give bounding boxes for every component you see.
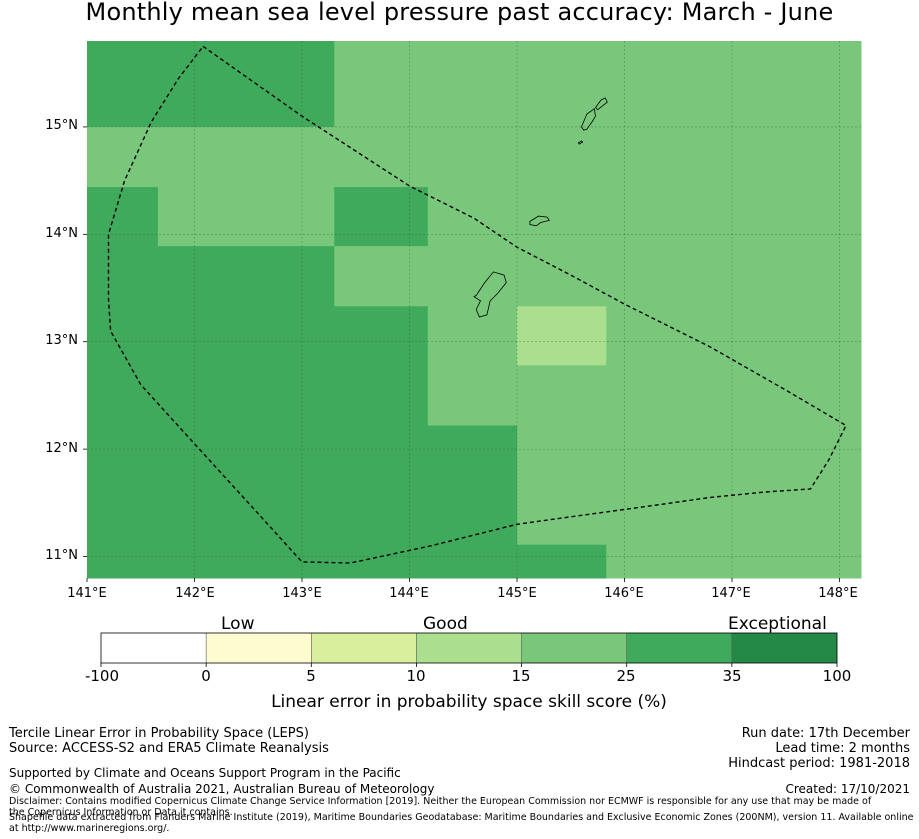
lon-label-147: 147°E [711,586,751,601]
method-text: Tercile Linear Error in Probability Spac… [9,726,309,741]
colorbar-tick-35: 35 [722,667,742,685]
colorbar-tick-15: 15 [511,667,531,685]
skill-cell-good_15_25 [334,246,862,307]
skill-cell-good_15_25 [427,365,862,426]
skill-cell-good_10_15 [517,306,607,366]
skill-cell-good_15_25 [334,41,862,128]
colorbar-segment [311,633,417,663]
skill-score-map [83,41,862,582]
skill-cell-good_25_35 [87,306,429,366]
colorbar-heading-low: Low [221,614,255,634]
lon-label-141: 141°E [67,586,107,601]
colorbar-segment [626,633,733,663]
run-date: Run date: 17th December [741,726,910,741]
lon-label-144: 144°E [389,586,429,601]
eez-boundary [107,45,847,564]
island-outline [529,215,550,227]
colorbar-tick-0: 0 [201,667,211,685]
island-outline [594,97,608,111]
lon-label-148: 148°E [818,586,858,601]
source-text: Source: ACCESS-S2 and ERA5 Climate Reana… [9,741,329,756]
colorbar-heading-exceptional: Exceptional [728,614,827,634]
shapefile-credit: Shapefile data extracted from Flanders M… [9,812,914,834]
colorbar-segment [416,633,522,663]
skill-cell-good_25_35 [87,41,335,128]
colorbar-label: Linear error in probability space skill … [271,692,667,712]
lat-label-13: 13°N [45,333,78,348]
island-outline [473,271,507,318]
colorbar-tick-25: 25 [616,667,636,685]
colorbar-segment [206,633,312,663]
skill-cell-good_25_35 [517,544,607,579]
colorbar-tick-5: 5 [306,667,316,685]
lon-label-145: 145°E [497,586,537,601]
lead-time: Lead time: 2 months [775,741,910,756]
skill-cell-good_25_35 [334,187,429,247]
disclaimer-text: Disclaimer: Contains modified Copernicus… [9,796,872,818]
colorbar-segment [101,633,207,663]
skill-cell-good_15_25 [606,544,862,579]
lat-label-14: 14°N [45,226,78,241]
lat-label-11: 11°N [45,548,78,563]
colorbar-tick-minus100: -100 [84,667,120,685]
lon-label-143: 143°E [282,586,322,601]
island-outline [577,140,584,145]
skill-cell-good_15_25 [517,425,862,546]
colorbar-frame [100,632,838,664]
lat-label-15: 15°N [45,118,78,133]
island-outline [581,107,596,131]
support-text: Supported by Climate and Oceans Support … [9,766,401,780]
chart-title: Monthly mean sea level pressure past acc… [85,0,834,26]
lon-label-142: 142°E [175,586,215,601]
lon-label-146: 146°E [604,586,644,601]
colorbar-tick-100: 100 [822,667,852,685]
skill-cell-good_25_35 [87,365,429,426]
colorbar-heading-good: Good [423,614,468,634]
copyright-text: © Commonwealth of Australia 2021, Austra… [9,782,435,796]
hindcast-period: Hindcast period: 1981-2018 [728,756,910,771]
skill-cell-good_15_25 [427,187,862,247]
skill-cell-good_15_25 [87,126,862,188]
lat-label-12: 12°N [45,441,78,456]
skill-cell-good_15_25 [427,306,518,366]
colorbar-tick-10: 10 [406,667,426,685]
skill-cell-good_15_25 [606,306,862,366]
colorbar-segment [521,633,628,663]
skill-cell-good_25_35 [87,246,335,307]
colorbar-segment [731,633,838,663]
skill-cell-good_25_35 [87,187,159,247]
created-date: Created: 17/10/2021 [785,782,910,796]
skill-cell-good_15_25 [157,187,335,247]
